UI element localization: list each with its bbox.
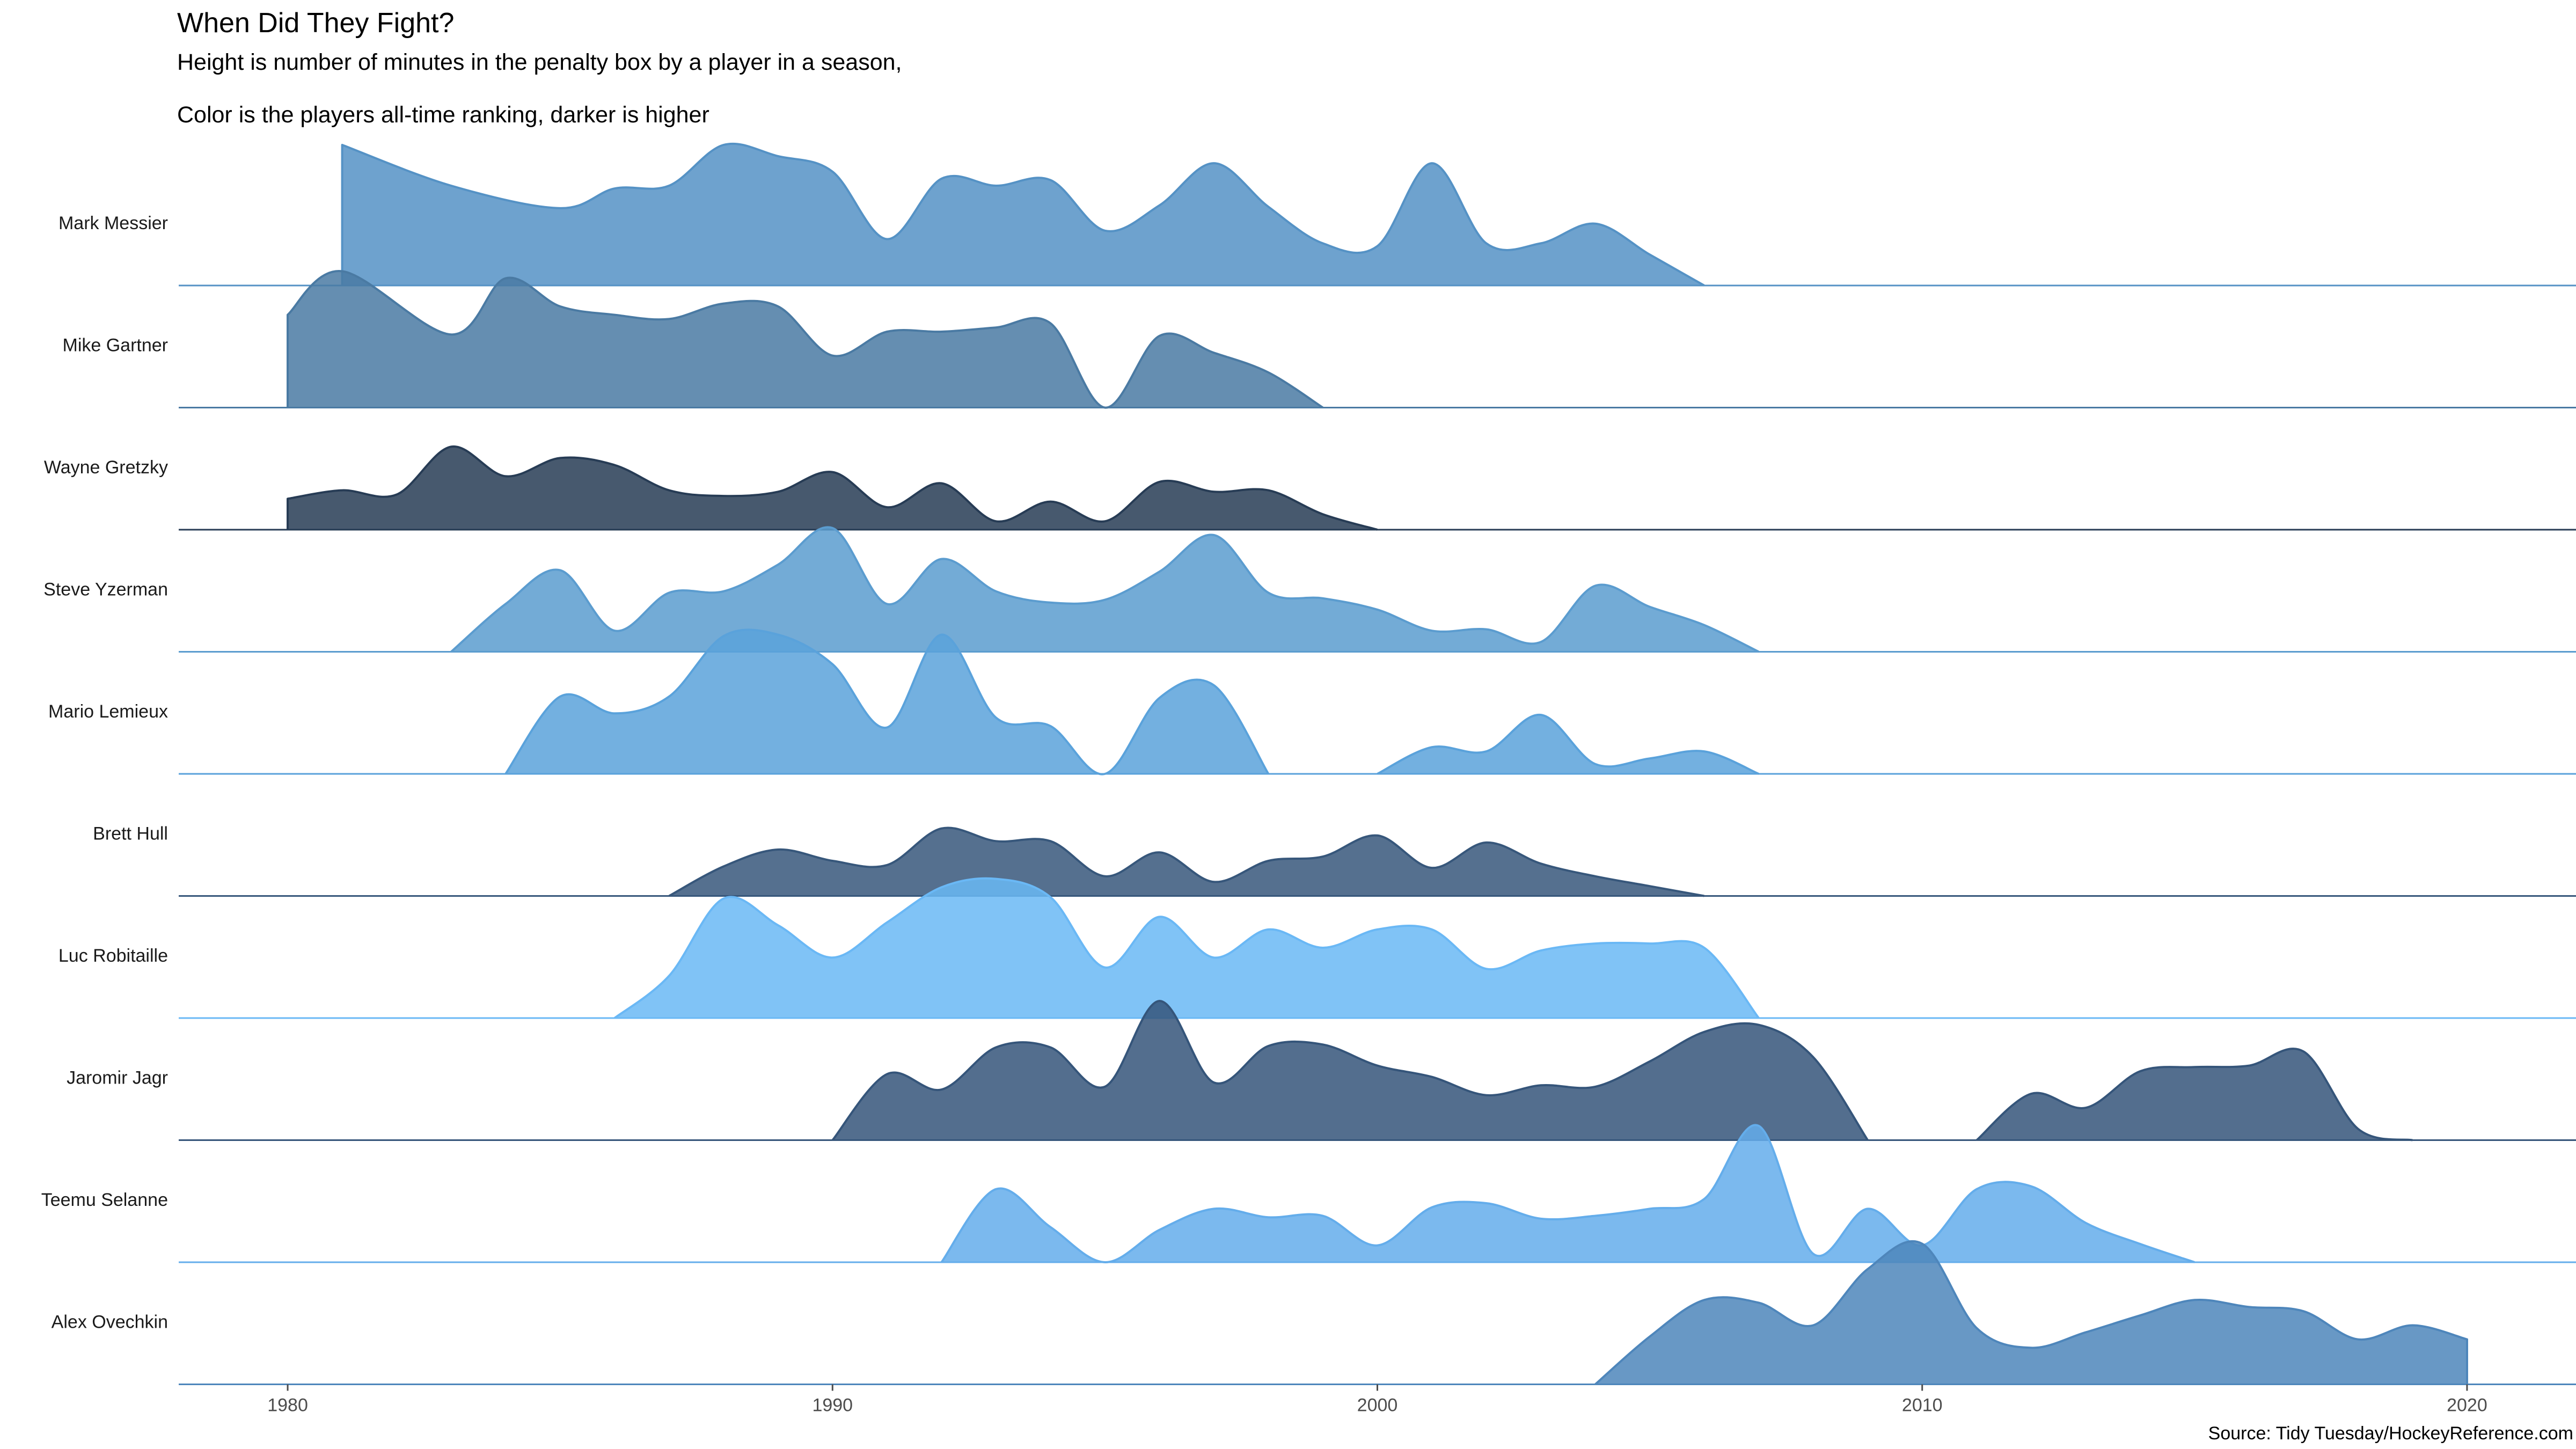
- ridge-area-brett-hull-1: [669, 828, 1704, 896]
- x-tick-label-2020: 2020: [2447, 1395, 2487, 1416]
- ridge-area-steve-yzerman-1: [451, 527, 1759, 652]
- ridge-area-mario-lemieux-2: [1377, 714, 1759, 774]
- chart-subtitle-line-2: Color is the players all-time ranking, d…: [177, 102, 709, 128]
- ridge-area-wayne-gretzky-1: [288, 447, 1378, 530]
- ridge-mario-lemieux: [179, 628, 2576, 775]
- player-labels: Mark Messier Mike Gartner Wayne Gretzky Ste…: [41, 213, 168, 1333]
- player-label-alex-ovechkin: Alex Ovechkin: [52, 1312, 168, 1332]
- ridge-mark-messier: [179, 142, 2576, 287]
- player-label-teemu-selanne: Teemu Selanne: [41, 1190, 168, 1210]
- chart-title: When Did They Fight?: [177, 8, 454, 39]
- player-label-wayne-gretzky: Wayne Gretzky: [44, 457, 168, 478]
- ridge-mike-gartner: [179, 270, 2576, 409]
- x-tick-label-1990: 1990: [812, 1395, 853, 1416]
- x-tick-label-2010: 2010: [1902, 1395, 1943, 1416]
- player-label-steve-yzerman: Steve Yzerman: [43, 579, 168, 599]
- ridge-teemu-selanne: [179, 1124, 2576, 1264]
- ridge-outline-steve-yzerman-1: [450, 526, 1760, 653]
- ridge-outline-teemu-selanne-1: [940, 1124, 2195, 1264]
- ridge-outline-wayne-gretzky-1: [287, 445, 1378, 531]
- ridge-area-teemu-selanne-1: [941, 1125, 2195, 1263]
- ridge-outline-mark-messier-1: [341, 142, 1705, 287]
- ridge-jaromir-jagr: [179, 1000, 2576, 1141]
- player-label-mario-lemieux: Mario Lemieux: [48, 701, 168, 722]
- x-axis: 1980 1990 2000 2010 2020: [267, 1384, 2487, 1416]
- ridge-outline-jaromir-jagr-1: [831, 1000, 1869, 1141]
- chart-caption: Source: Tidy Tuesday/HockeyReference.com: [2208, 1423, 2573, 1444]
- ridge-wayne-gretzky: [179, 445, 2576, 531]
- ridge-outline-luc-robitaille-1: [613, 877, 1760, 1019]
- ridge-outline-mario-lemieux-1: [504, 628, 1270, 775]
- ridge-steve-yzerman: [179, 526, 2576, 653]
- ridge-outline-jaromir-jagr-2: [1975, 1048, 2413, 1141]
- player-label-mike-gartner: Mike Gartner: [63, 335, 169, 355]
- ridge-outline-brett-hull-1: [668, 826, 1704, 897]
- ridges: [179, 142, 2576, 1386]
- ridge-luc-robitaille: [179, 877, 2576, 1019]
- ridge-area-mark-messier-1: [342, 143, 1704, 286]
- ridge-outline-mike-gartner-1: [287, 270, 1324, 409]
- ridge-area-luc-robitaille-1: [614, 878, 1759, 1018]
- ridge-outline-alex-ovechkin-1: [1594, 1240, 2468, 1386]
- x-tick-label-1980: 1980: [267, 1395, 308, 1416]
- player-label-mark-messier: Mark Messier: [58, 213, 168, 233]
- ridge-area-jaromir-jagr-1: [832, 1001, 1868, 1140]
- ridge-area-alex-ovechkin-1: [1595, 1241, 2467, 1385]
- ridge-area-mike-gartner-1: [288, 271, 1323, 408]
- x-tick-label-2000: 2000: [1357, 1395, 1398, 1416]
- ridge-outline-mario-lemieux-2: [1377, 713, 1759, 775]
- chart-subtitle-line-1: Height is number of minutes in the penal…: [177, 49, 902, 75]
- player-label-jaromir-jagr: Jaromir Jagr: [67, 1067, 168, 1088]
- player-label-luc-robitaille: Luc Robitaille: [58, 946, 168, 966]
- ridge-brett-hull: [179, 826, 2576, 897]
- player-label-brett-hull: Brett Hull: [93, 823, 168, 844]
- ridge-area-jaromir-jagr-2: [1977, 1049, 2413, 1140]
